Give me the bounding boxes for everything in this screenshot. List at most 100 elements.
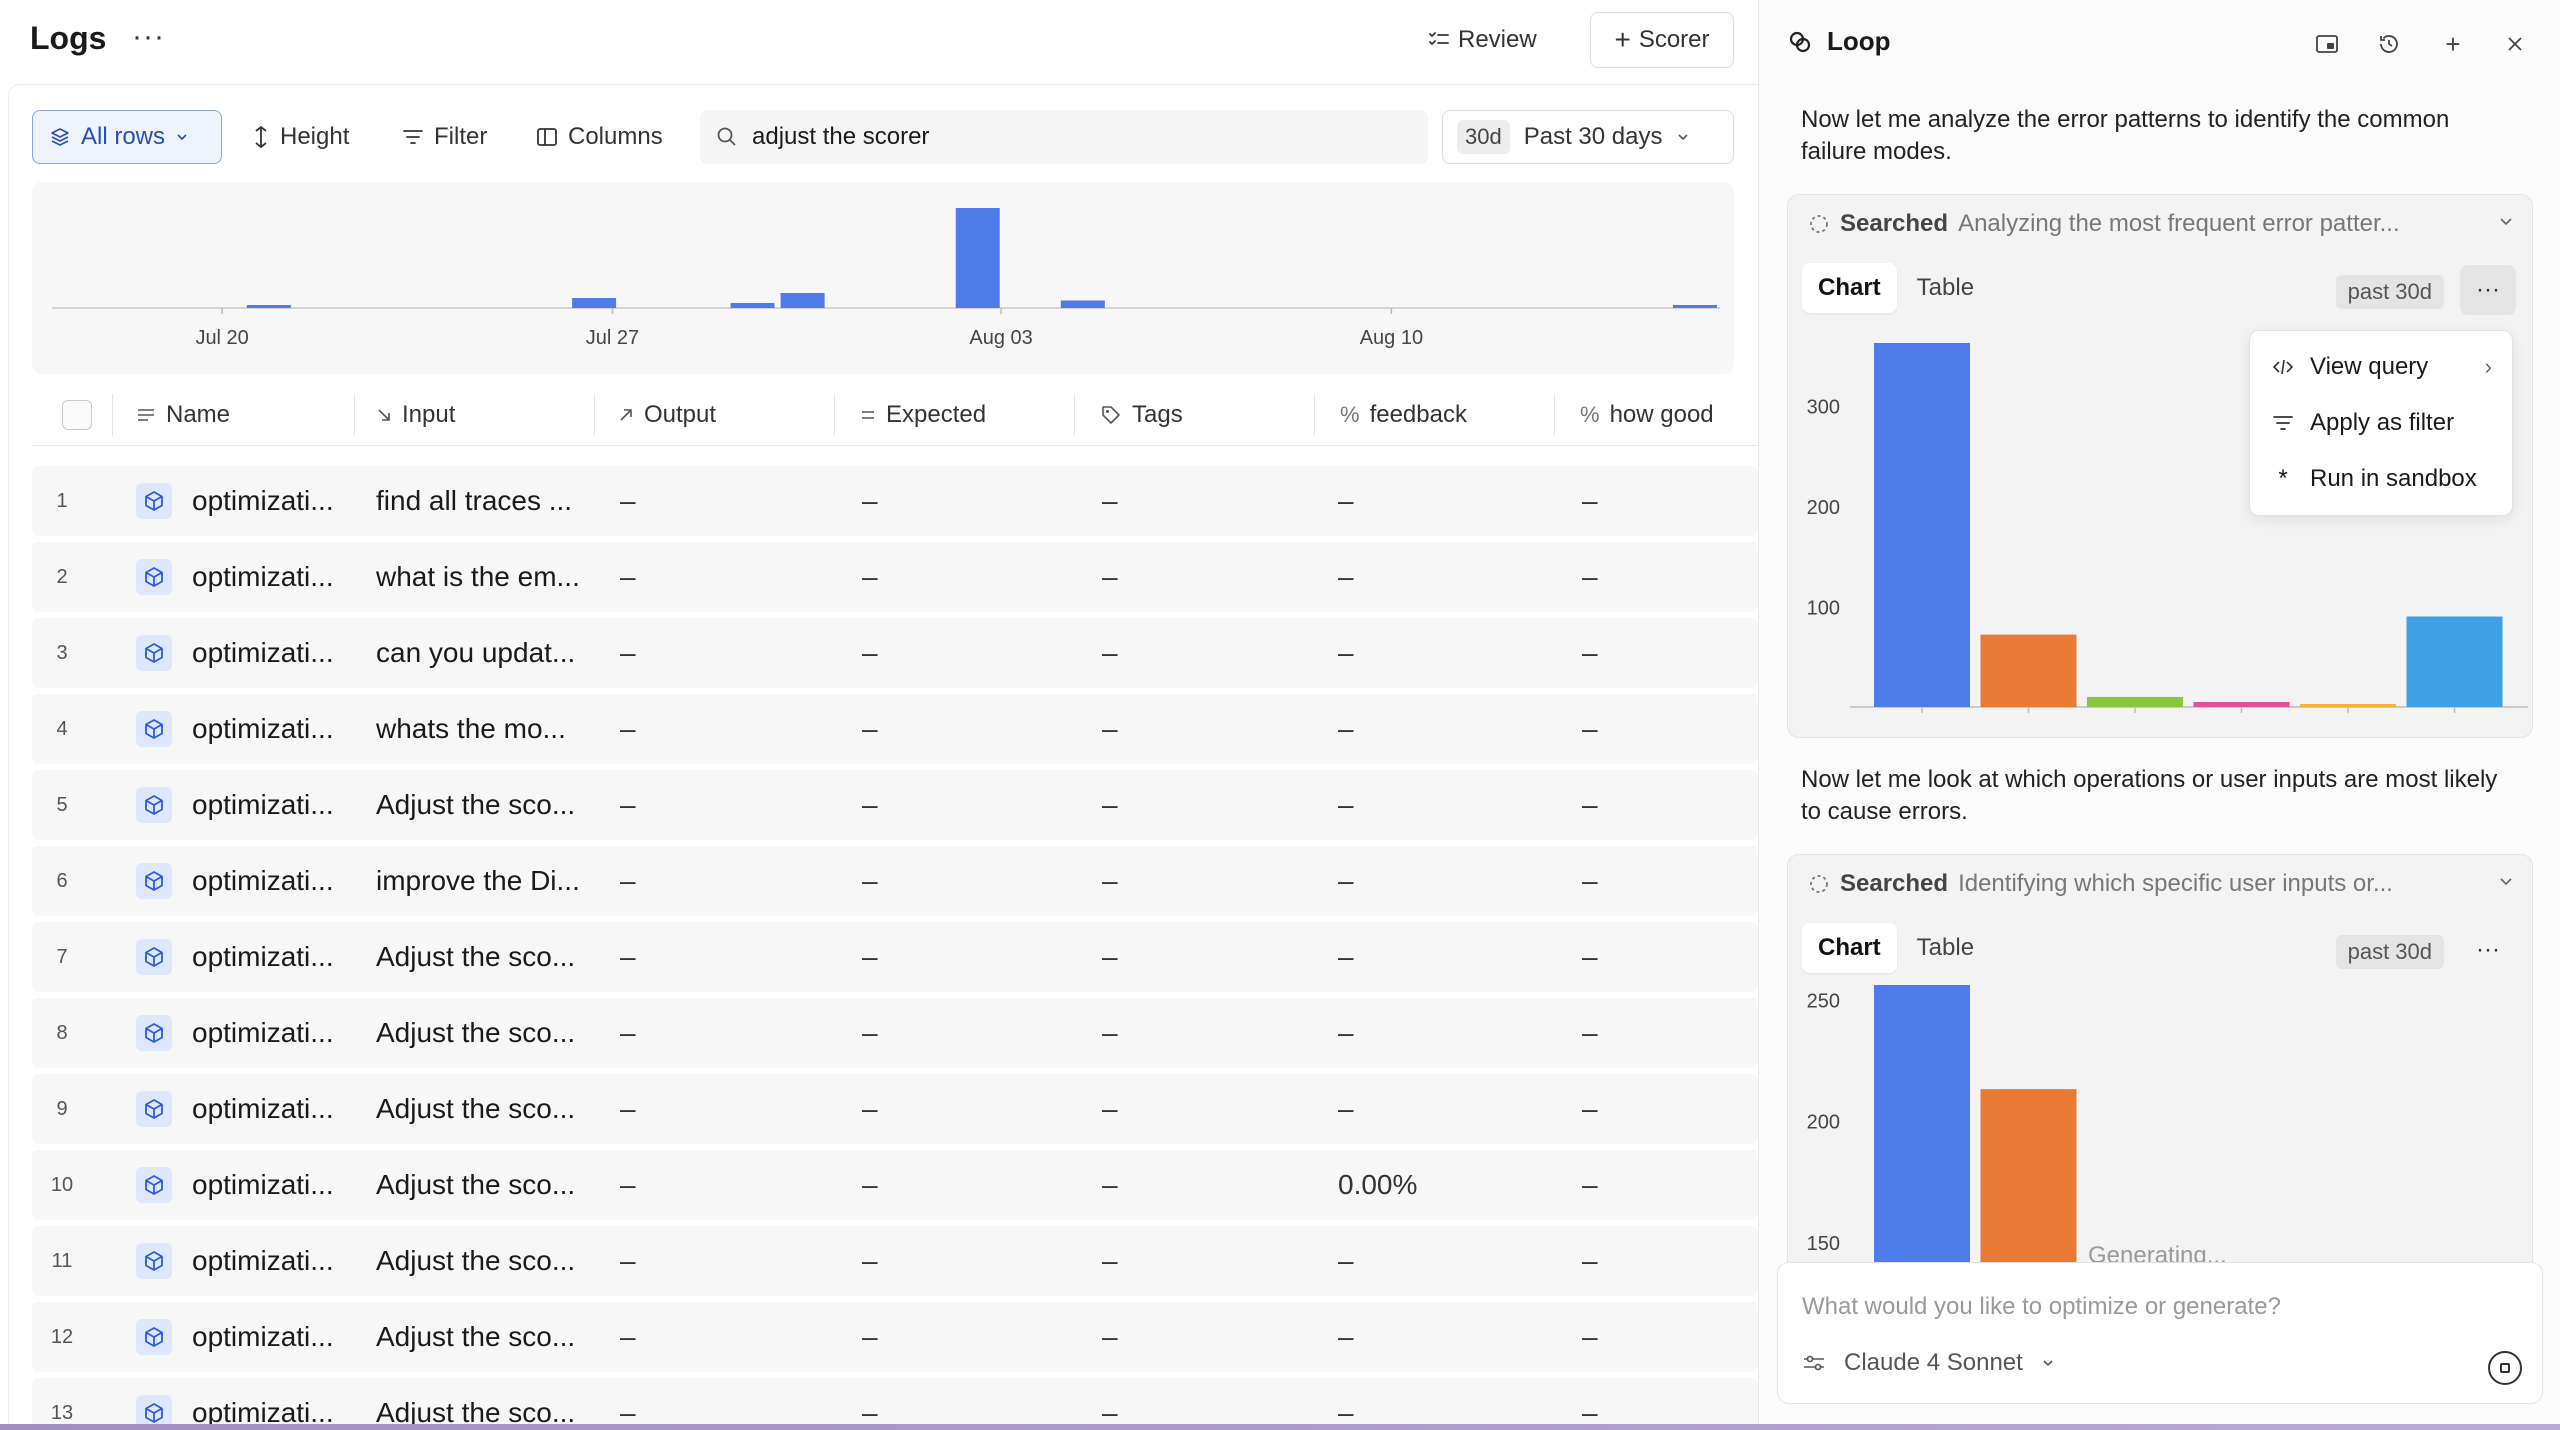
- chart-bar[interactable]: [1980, 1089, 2077, 1274]
- new-chat-plus-icon[interactable]: +: [2445, 28, 2461, 59]
- columns-button[interactable]: Columns: [536, 110, 663, 164]
- chart-bar[interactable]: [2406, 616, 2503, 708]
- column-header-tags[interactable]: Tags: [1100, 384, 1183, 446]
- column-header-expected[interactable]: Expected: [860, 384, 986, 446]
- row-name: optimizati...: [192, 1245, 334, 1276]
- select-all-checkbox[interactable]: [62, 400, 92, 430]
- row-number: 8: [56, 1021, 68, 1044]
- card-more-button[interactable]: ···: [2460, 265, 2516, 315]
- row-feedback: –: [1338, 865, 1354, 896]
- table-row[interactable]: 3 optimizati... can you updat... – – – – –: [32, 618, 1758, 688]
- y-tick-label: 100: [1807, 597, 1840, 619]
- histogram-bar[interactable]: [955, 208, 1000, 308]
- card-header[interactable]: Searched Analyzing the most frequent err…: [1788, 195, 2532, 253]
- cube-icon: [136, 635, 172, 671]
- histogram-bar[interactable]: [572, 298, 617, 308]
- row-output: –: [620, 865, 636, 896]
- chart-bar[interactable]: [2300, 703, 2396, 707]
- height-label: Height: [280, 123, 350, 150]
- all-rows-select[interactable]: All rows: [32, 110, 222, 164]
- chart-bar[interactable]: [2087, 696, 2183, 707]
- table-row[interactable]: 2 optimizati... what is the em... – – – – –: [32, 542, 1758, 612]
- table-row[interactable]: 5 optimizati... Adjust the sco... – – – – –: [32, 770, 1758, 840]
- page-title: Logs: [30, 20, 107, 56]
- row-tags: –: [1102, 561, 1118, 592]
- row-feedback: –: [1338, 941, 1354, 972]
- chart-bar[interactable]: [1874, 342, 1970, 707]
- all-rows-label: All rows: [81, 123, 166, 150]
- tab-table[interactable]: Table: [1916, 274, 1975, 301]
- histogram-bar[interactable]: [1060, 300, 1105, 309]
- row-expected: –: [862, 713, 878, 744]
- histogram-tick-label: Aug 03: [969, 327, 1032, 349]
- chat-composer[interactable]: What would you like to optimize or gener…: [1777, 1262, 2543, 1404]
- history-icon[interactable]: [2373, 28, 2405, 60]
- table-row[interactable]: 4 optimizati... whats the mo... – – – – –: [32, 694, 1758, 764]
- table-row[interactable]: 11 optimizati... Adjust the sco... – – – – –: [32, 1226, 1758, 1296]
- column-header-feedback[interactable]: % feedback: [1340, 401, 1467, 428]
- row-number: 3: [56, 641, 68, 664]
- row-tags: –: [1102, 865, 1118, 896]
- tab-chart[interactable]: Chart: [1802, 923, 1897, 973]
- cube-icon: [136, 1395, 172, 1424]
- column-header-output[interactable]: Output: [618, 384, 716, 446]
- chart-bar[interactable]: [2193, 701, 2290, 707]
- table-row[interactable]: 8 optimizati... Adjust the sco... – – – – –: [32, 998, 1758, 1068]
- table-row[interactable]: 7 optimizati... Adjust the sco... – – – – –: [32, 922, 1758, 992]
- row-feedback: –: [1338, 637, 1354, 668]
- filter-button[interactable]: Filter: [402, 110, 487, 164]
- row-output: –: [620, 1321, 636, 1352]
- row-how-good: –: [1582, 1017, 1598, 1048]
- column-header-name[interactable]: Name: [136, 384, 230, 446]
- histogram-bar[interactable]: [246, 305, 291, 308]
- row-name: optimizati...: [192, 865, 334, 896]
- table-row[interactable]: 9 optimizati... Adjust the sco... – – – – –: [32, 1074, 1758, 1144]
- assistant-message: Now let me analyze the error patterns to…: [1801, 106, 2450, 165]
- close-icon[interactable]: [2499, 28, 2531, 60]
- table-row[interactable]: 1 optimizati... find all traces ... – – – – –: [32, 466, 1758, 536]
- review-button[interactable]: Review: [1428, 20, 1537, 60]
- row-tags: –: [1102, 1397, 1118, 1424]
- column-header-how-good[interactable]: % how good: [1580, 401, 1714, 428]
- row-input: Adjust the sco...: [376, 1093, 576, 1124]
- table-row[interactable]: 12 optimizati... Adjust the sco... – – – – –: [32, 1302, 1758, 1372]
- model-select[interactable]: Claude 4 Sonnet: [1802, 1349, 2055, 1377]
- card-header[interactable]: Searched Identifying which specific user…: [1788, 855, 2532, 913]
- row-expected: –: [862, 1321, 878, 1352]
- more-options-button[interactable]: ···: [132, 20, 165, 53]
- row-expected: –: [862, 865, 878, 896]
- cube-icon: [136, 711, 172, 747]
- row-tags: –: [1102, 941, 1118, 972]
- picture-in-picture-icon[interactable]: [2311, 28, 2343, 60]
- chevron-right-icon: ›: [2484, 354, 2492, 379]
- view-query-menu-item[interactable]: View query ›: [2250, 339, 2512, 395]
- add-scorer-button[interactable]: + Scorer: [1590, 12, 1734, 68]
- filter-icon: [2273, 416, 2293, 430]
- height-button[interactable]: Height: [252, 110, 349, 164]
- apply-filter-menu-item[interactable]: Apply as filter: [2250, 395, 2512, 451]
- chart-bar[interactable]: [1874, 985, 1970, 1274]
- column-header-input[interactable]: Input: [376, 384, 455, 446]
- date-range-select[interactable]: 30d Past 30 days: [1442, 110, 1734, 164]
- tab-chart[interactable]: Chart: [1802, 263, 1897, 313]
- card-more-button[interactable]: ···: [2476, 936, 2500, 963]
- table-row[interactable]: 6 optimizati... improve the Di... – – – – –: [32, 846, 1758, 916]
- chart-bar[interactable]: [1980, 634, 2077, 707]
- chat-input[interactable]: What would you like to optimize or gener…: [1802, 1293, 2281, 1320]
- percent-icon: %: [1580, 402, 1600, 427]
- histogram-bar[interactable]: [780, 293, 825, 308]
- search-input[interactable]: adjust the scorer: [700, 110, 1428, 164]
- result-tabs: Chart Table: [1802, 263, 1990, 313]
- table-row[interactable]: 10 optimizati... Adjust the sco... – – – 0.00%…: [32, 1150, 1758, 1220]
- table-row[interactable]: 13 optimizati... Adjust the sco... – – – – –: [32, 1378, 1758, 1424]
- cube-icon: [136, 1319, 172, 1355]
- histogram-bar[interactable]: [1672, 305, 1717, 308]
- y-tick-label: 300: [1807, 396, 1840, 418]
- lines-icon: [138, 409, 154, 421]
- run-sandbox-menu-item[interactable]: * Run in sandbox: [2250, 451, 2512, 507]
- stop-generation-button[interactable]: [2488, 1351, 2522, 1385]
- y-tick-label: 250: [1807, 990, 1840, 1012]
- histogram-bar[interactable]: [730, 303, 775, 308]
- tab-table[interactable]: Table: [1916, 934, 1975, 961]
- row-how-good: –: [1582, 789, 1598, 820]
